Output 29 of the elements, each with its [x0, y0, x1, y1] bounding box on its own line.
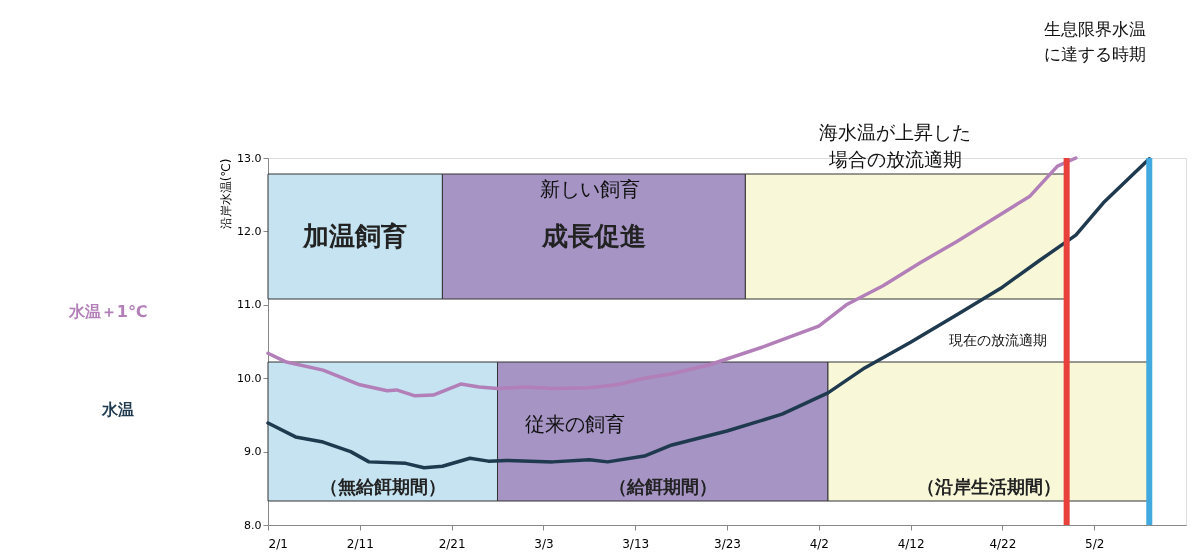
y-tick-label: 8.0	[244, 518, 262, 532]
annotation: 従来の飼育	[525, 412, 625, 436]
text: 水温	[101, 400, 134, 419]
y-tick-label: 13.0	[237, 151, 262, 165]
text: 水温＋1℃	[67, 302, 148, 321]
band-label: 成長促進	[540, 220, 646, 251]
band-label: （沿岸生活期間）	[916, 476, 1061, 497]
band-label: （給餌期間）	[608, 476, 717, 497]
band-label: 加温飼育	[302, 220, 408, 251]
x-tick-label: 4/22	[989, 536, 1017, 551]
y-axis-title: 沿岸水温(℃)	[219, 158, 234, 230]
x-tick-label: 2/21	[438, 536, 466, 551]
y-tick-label: 11.0	[237, 298, 262, 312]
text: 生息限界水温に達する時期	[1044, 19, 1146, 64]
x-tick-label: 4/2	[809, 536, 829, 551]
y-tick-label: 9.0	[244, 445, 262, 459]
y-tick-label: 12.0	[237, 224, 262, 238]
annotation: 海水温が上昇した場合の放流適期	[819, 121, 971, 170]
x-tick-label: 3/23	[714, 536, 741, 551]
annotation: 現在の放流適期	[949, 332, 1047, 348]
y-tick-label: 10.0	[237, 371, 262, 385]
x-tick-label: 3/13	[622, 536, 650, 551]
band-label: （無給餌期間）	[319, 476, 446, 497]
x-tick-label: 5/2	[1085, 536, 1105, 551]
x-tick-label: 4/12	[897, 536, 925, 551]
x-tick-label: 3/3	[534, 536, 554, 551]
annotation: 新しい飼育	[540, 177, 640, 201]
x-tick-label: 2/1	[268, 536, 288, 551]
x-tick-label: 2/11	[346, 536, 374, 551]
